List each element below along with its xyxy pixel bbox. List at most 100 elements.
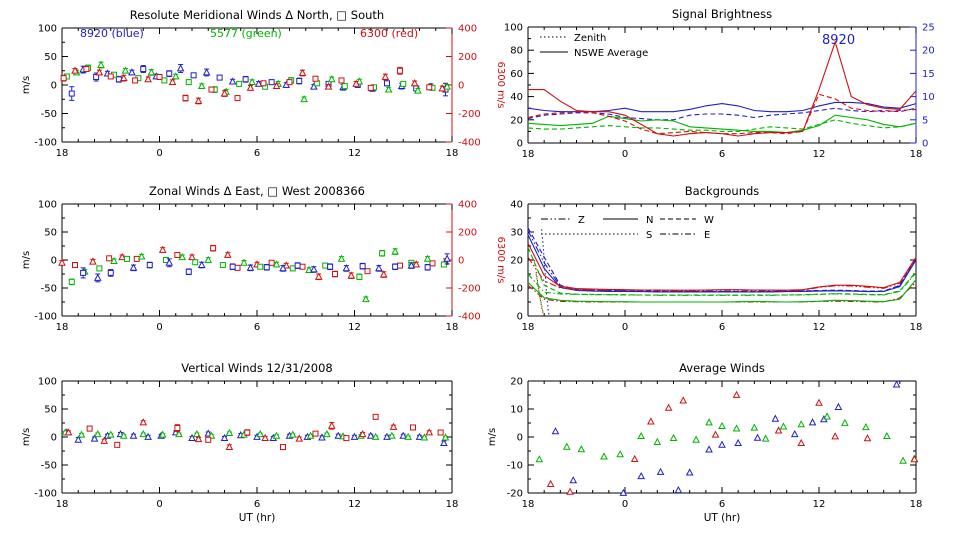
- square-marker: [190, 72, 197, 79]
- y-tick-label: 0: [517, 139, 523, 150]
- square-marker: [96, 265, 103, 272]
- triangle-marker: [883, 431, 891, 440]
- square-marker: [367, 84, 374, 91]
- right-tick-label: 10: [922, 92, 935, 103]
- square-marker: [68, 90, 75, 97]
- square-marker: [312, 430, 319, 437]
- triangle-marker: [371, 432, 380, 440]
- vertical-winds-panel: 18 0 6 12 18 UT (hr) -100 -50 0 50 100 m/s Vertical …: [21, 361, 458, 524]
- triangle-marker: [147, 68, 156, 76]
- triangle-marker: [630, 454, 639, 463]
- x-tick-label: 18: [56, 499, 69, 510]
- triangle-marker: [246, 263, 255, 271]
- triangle-marker: [823, 412, 831, 420]
- x-tick-label: 18: [522, 322, 535, 333]
- triangle-marker: [228, 77, 237, 85]
- y-tick-label: -100: [34, 138, 57, 149]
- x-tick-label: 18: [446, 322, 459, 333]
- series-8920-nswe-average: [527, 101, 917, 113]
- series-5577-w: [527, 247, 917, 296]
- square-marker: [356, 273, 363, 280]
- square-marker: [86, 425, 93, 432]
- triangle-marker: [306, 431, 315, 439]
- square-marker: [107, 73, 114, 80]
- x-tick-label: 18: [910, 149, 923, 160]
- triangle-marker: [305, 265, 313, 273]
- right-tick-label: 15: [922, 69, 935, 80]
- y-axis-label: m/s: [21, 428, 32, 446]
- square-marker: [327, 263, 334, 270]
- y-tick-label: 100: [38, 200, 57, 211]
- legend-label: N: [646, 215, 653, 226]
- legend-label: E: [704, 230, 710, 241]
- y-tick-label: 100: [504, 23, 523, 34]
- triangle-marker: [761, 434, 770, 442]
- triangle-marker: [391, 247, 399, 255]
- square-marker: [185, 268, 192, 275]
- right-tick-label: -400: [458, 138, 481, 149]
- y-tick-label: 100: [38, 24, 57, 35]
- annotation-label: 8920: [822, 33, 855, 48]
- y-tick-label: 0: [51, 433, 57, 444]
- annotation-label: 8920 (blue): [80, 27, 144, 40]
- square-marker: [210, 245, 217, 252]
- triangle-marker: [443, 82, 451, 90]
- triangle-marker: [310, 265, 318, 273]
- square-marker: [68, 278, 75, 285]
- triangle-marker: [93, 429, 102, 438]
- x-tick-label: 0: [156, 148, 162, 159]
- triangle-marker: [194, 96, 203, 104]
- square-marker: [205, 436, 212, 443]
- x-axis-label: UT (hr): [239, 512, 276, 524]
- triangle-marker: [774, 426, 783, 434]
- square-marker: [424, 264, 431, 271]
- triangle-marker: [815, 398, 823, 406]
- triangle-marker: [64, 428, 73, 436]
- triangle-marker: [910, 455, 919, 463]
- panel-title: Vertical Winds 12/31/2008: [181, 361, 333, 375]
- x-tick-label: 18: [56, 322, 69, 333]
- triangle-marker: [414, 86, 422, 94]
- triangle-marker: [705, 445, 713, 453]
- panel-title: Signal Brightness: [672, 7, 772, 21]
- x-tick-label: 6: [719, 499, 725, 510]
- triangle-marker: [256, 429, 265, 438]
- triangle-marker: [440, 438, 448, 447]
- triangle-marker: [139, 418, 148, 426]
- square-marker: [140, 66, 147, 73]
- triangle-marker: [128, 68, 136, 76]
- square-marker: [312, 75, 319, 82]
- right-tick-label: 0: [922, 139, 928, 150]
- triangle-marker: [366, 431, 375, 439]
- square-marker: [161, 77, 168, 84]
- triangle-marker: [194, 434, 203, 443]
- y-tick-label: 80: [510, 46, 523, 57]
- square-marker: [437, 429, 444, 436]
- triangle-marker: [93, 273, 102, 281]
- square-marker: [268, 259, 275, 266]
- y-tick-label: 0: [51, 81, 57, 92]
- y-tick-label: 20: [510, 377, 523, 388]
- y-tick-label: -50: [41, 284, 57, 295]
- triangle-marker: [718, 421, 726, 429]
- triangle-marker: [375, 264, 383, 272]
- series-5577: [535, 412, 919, 464]
- x-tick-label: 0: [156, 499, 162, 510]
- y-tick-label: 40: [510, 92, 523, 103]
- y-axis-label: m/s: [21, 251, 32, 269]
- triangle-marker: [569, 476, 578, 484]
- triangle-marker: [119, 73, 128, 82]
- x-tick-label: 18: [56, 148, 69, 159]
- right-tick-label: 0: [458, 256, 464, 267]
- triangle-marker: [438, 84, 447, 92]
- triangle-marker: [254, 79, 263, 87]
- y-tick-label: 50: [44, 228, 57, 239]
- triangle-marker: [750, 423, 759, 431]
- triangle-marker: [314, 272, 323, 280]
- panel-title: Zonal Winds Δ East, □ West 2008366: [149, 184, 365, 198]
- square-marker: [185, 79, 192, 86]
- square-marker: [289, 265, 296, 272]
- y-tick-label: -100: [34, 312, 57, 323]
- x-tick-label: 18: [446, 148, 459, 159]
